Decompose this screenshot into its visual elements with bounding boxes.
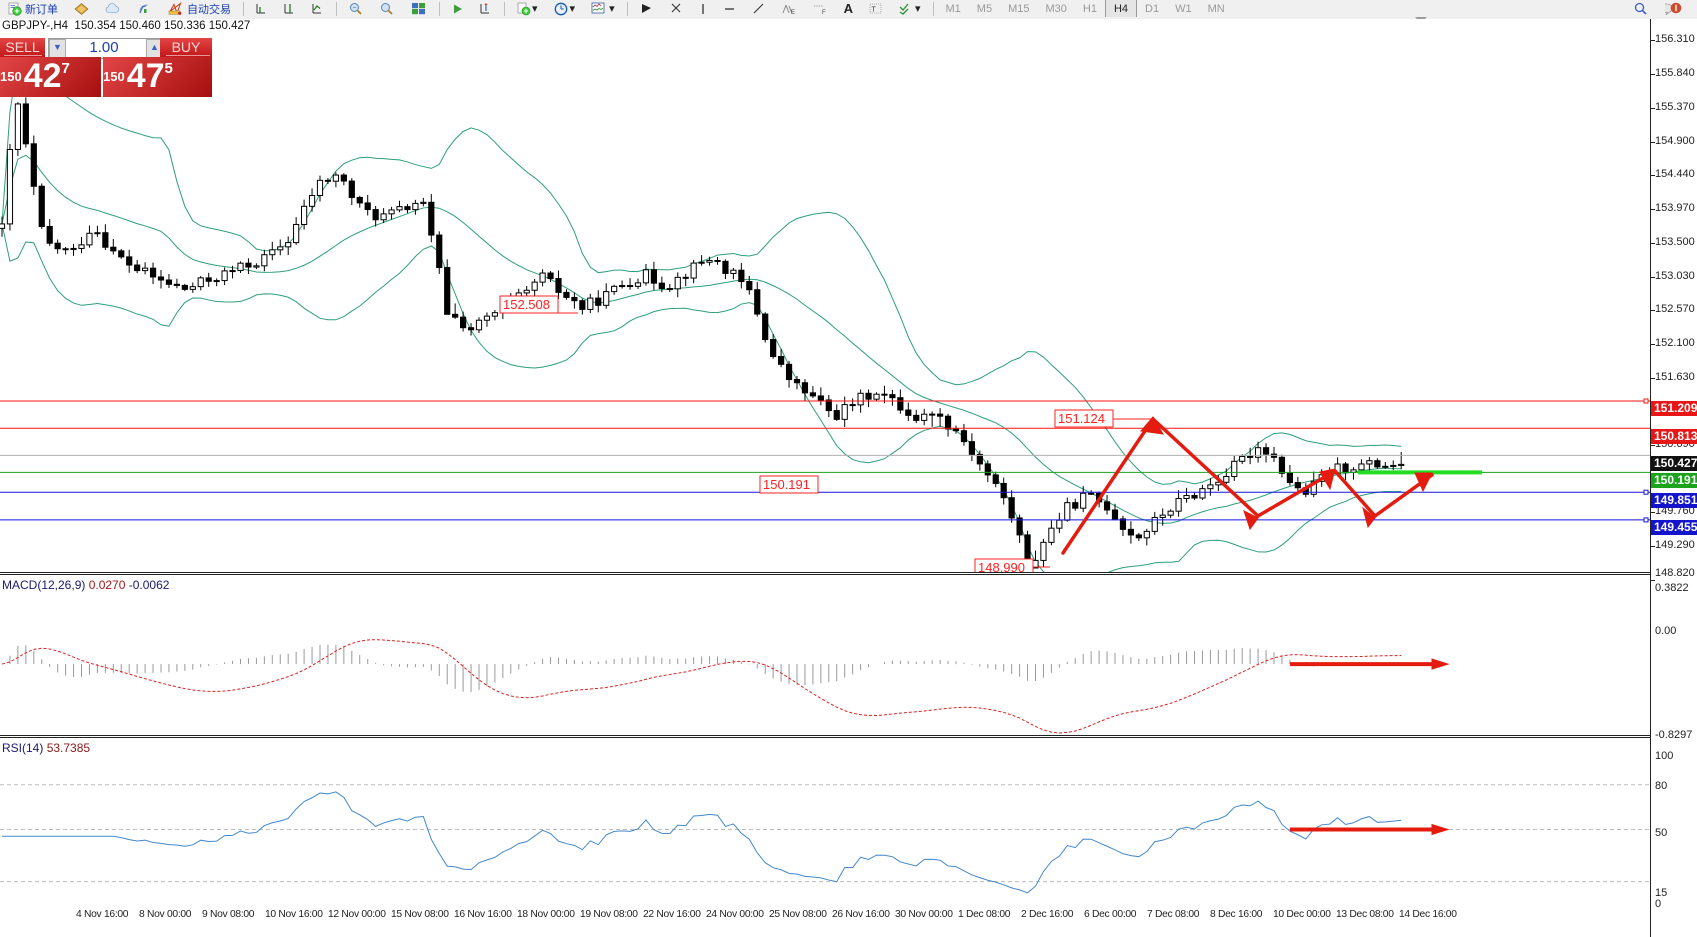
svg-text:T: T <box>871 6 876 13</box>
svg-text:148.990: 148.990 <box>978 560 1025 573</box>
svg-text:152.508: 152.508 <box>503 297 550 312</box>
svg-text:150.191: 150.191 <box>763 477 810 492</box>
svg-text:F: F <box>822 10 826 16</box>
svg-text:E: E <box>791 10 795 16</box>
svg-text:151.124: 151.124 <box>1058 411 1105 426</box>
